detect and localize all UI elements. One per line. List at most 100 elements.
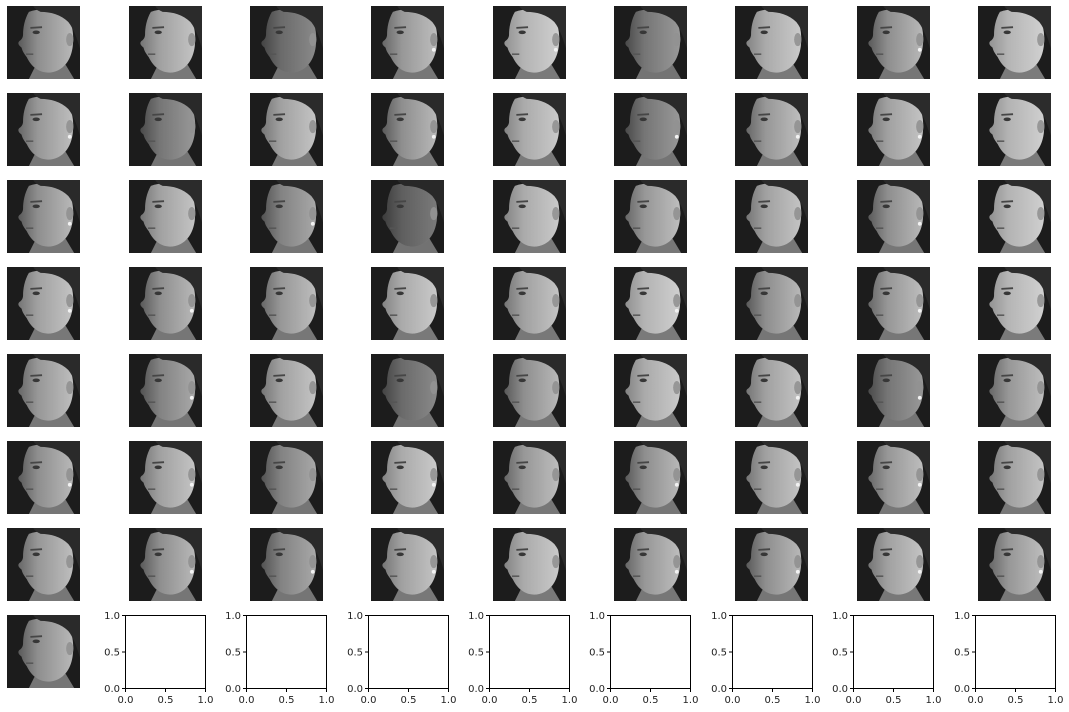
x-tick-label: 1.0 — [441, 695, 457, 706]
x-tick-label: 0.0 — [482, 695, 498, 706]
face-image-45 — [978, 354, 1051, 427]
face-image-27 — [978, 180, 1051, 253]
y-tick-label: 1.0 — [711, 611, 727, 622]
face-image-44 — [857, 354, 930, 427]
y-tick-label: 0.0 — [225, 684, 241, 695]
y-tick-label: 0.0 — [711, 684, 727, 695]
face-image-53 — [857, 441, 930, 514]
face-image-62 — [857, 528, 930, 601]
x-tick-label: 1.0 — [926, 695, 942, 706]
face-image-2 — [129, 6, 202, 79]
face-image-9 — [978, 6, 1051, 79]
y-tick-label: 0.0 — [468, 684, 484, 695]
empty-axes-1: 0.0 0.5 1.0 0.0 0.5 1.0 — [104, 611, 213, 706]
y-tick-label: 0.5 — [225, 648, 241, 659]
face-image-29 — [129, 267, 202, 340]
axes-frame — [125, 615, 206, 689]
face-image-54 — [978, 441, 1051, 514]
face-image-5 — [493, 6, 566, 79]
face-image-23 — [493, 180, 566, 253]
face-image-51 — [614, 441, 687, 514]
x-tick-label: 1.0 — [805, 695, 821, 706]
y-tick-label: 0.5 — [468, 648, 484, 659]
x-tick-label: 0.5 — [158, 695, 174, 706]
face-image-24 — [614, 180, 687, 253]
face-image-37 — [7, 354, 80, 427]
y-tick-label: 1.0 — [225, 611, 241, 622]
face-image-59 — [493, 528, 566, 601]
axes-frame — [610, 615, 691, 689]
x-tick-label: 1.0 — [198, 695, 214, 706]
x-tick-label: 0.0 — [603, 695, 619, 706]
x-tick-label: 0.5 — [1008, 695, 1024, 706]
face-image-47 — [129, 441, 202, 514]
y-tick-label: 1.0 — [104, 611, 120, 622]
face-image-4 — [371, 6, 444, 79]
face-image-61 — [735, 528, 808, 601]
x-tick-label: 1.0 — [319, 695, 335, 706]
face-image-22 — [371, 180, 444, 253]
face-image-12 — [250, 93, 323, 166]
face-image-60 — [614, 528, 687, 601]
empty-axes-5: 0.0 0.5 1.0 0.0 0.5 1.0 — [589, 611, 698, 706]
y-tick-label: 0.5 — [711, 648, 727, 659]
x-tick-label: 1.0 — [562, 695, 578, 706]
y-tick-label: 0.0 — [104, 684, 120, 695]
face-image-13 — [371, 93, 444, 166]
y-tick-label: 1.0 — [468, 611, 484, 622]
face-image-56 — [129, 528, 202, 601]
face-image-35 — [857, 267, 930, 340]
face-image-31 — [371, 267, 444, 340]
face-image-26 — [857, 180, 930, 253]
face-image-3 — [250, 6, 323, 79]
face-image-32 — [493, 267, 566, 340]
face-image-19 — [7, 180, 80, 253]
face-image-42 — [614, 354, 687, 427]
empty-axes-7: 0.0 0.5 1.0 0.0 0.5 1.0 — [832, 611, 941, 706]
face-image-1 — [7, 6, 80, 79]
y-tick-label: 0.0 — [832, 684, 848, 695]
face-image-43 — [735, 354, 808, 427]
face-image-40 — [371, 354, 444, 427]
face-image-28 — [7, 267, 80, 340]
face-image-48 — [250, 441, 323, 514]
x-tick-label: 0.0 — [968, 695, 984, 706]
x-tick-label: 0.5 — [765, 695, 781, 706]
face-image-39 — [250, 354, 323, 427]
face-image-41 — [493, 354, 566, 427]
y-tick-label: 1.0 — [832, 611, 848, 622]
y-tick-label: 0.5 — [954, 648, 970, 659]
y-tick-label: 0.5 — [832, 648, 848, 659]
face-image-49 — [371, 441, 444, 514]
face-image-6 — [614, 6, 687, 79]
axes-frame — [975, 615, 1056, 689]
axes-frame — [853, 615, 934, 689]
face-image-30 — [250, 267, 323, 340]
face-image-7 — [735, 6, 808, 79]
y-tick-label: 0.0 — [589, 684, 605, 695]
y-tick-label: 1.0 — [954, 611, 970, 622]
axes-frame — [489, 615, 570, 689]
empty-axes-8: 0.0 0.5 1.0 0.0 0.5 1.0 — [954, 611, 1063, 706]
x-tick-label: 0.5 — [522, 695, 538, 706]
face-image-52 — [735, 441, 808, 514]
x-tick-label: 1.0 — [1048, 695, 1064, 706]
face-image-33 — [614, 267, 687, 340]
face-image-55 — [7, 528, 80, 601]
x-tick-label: 0.0 — [725, 695, 741, 706]
face-image-11 — [129, 93, 202, 166]
face-image-16 — [735, 93, 808, 166]
face-image-8 — [857, 6, 930, 79]
axes-frame — [368, 615, 449, 689]
y-tick-label: 0.5 — [589, 648, 605, 659]
face-image-57 — [250, 528, 323, 601]
face-image-14 — [493, 93, 566, 166]
face-image-46 — [7, 441, 80, 514]
x-tick-label: 1.0 — [683, 695, 699, 706]
y-tick-label: 0.0 — [347, 684, 363, 695]
x-tick-label: 0.0 — [361, 695, 377, 706]
face-image-50 — [493, 441, 566, 514]
y-tick-label: 0.5 — [104, 648, 120, 659]
x-tick-label: 0.0 — [118, 695, 134, 706]
